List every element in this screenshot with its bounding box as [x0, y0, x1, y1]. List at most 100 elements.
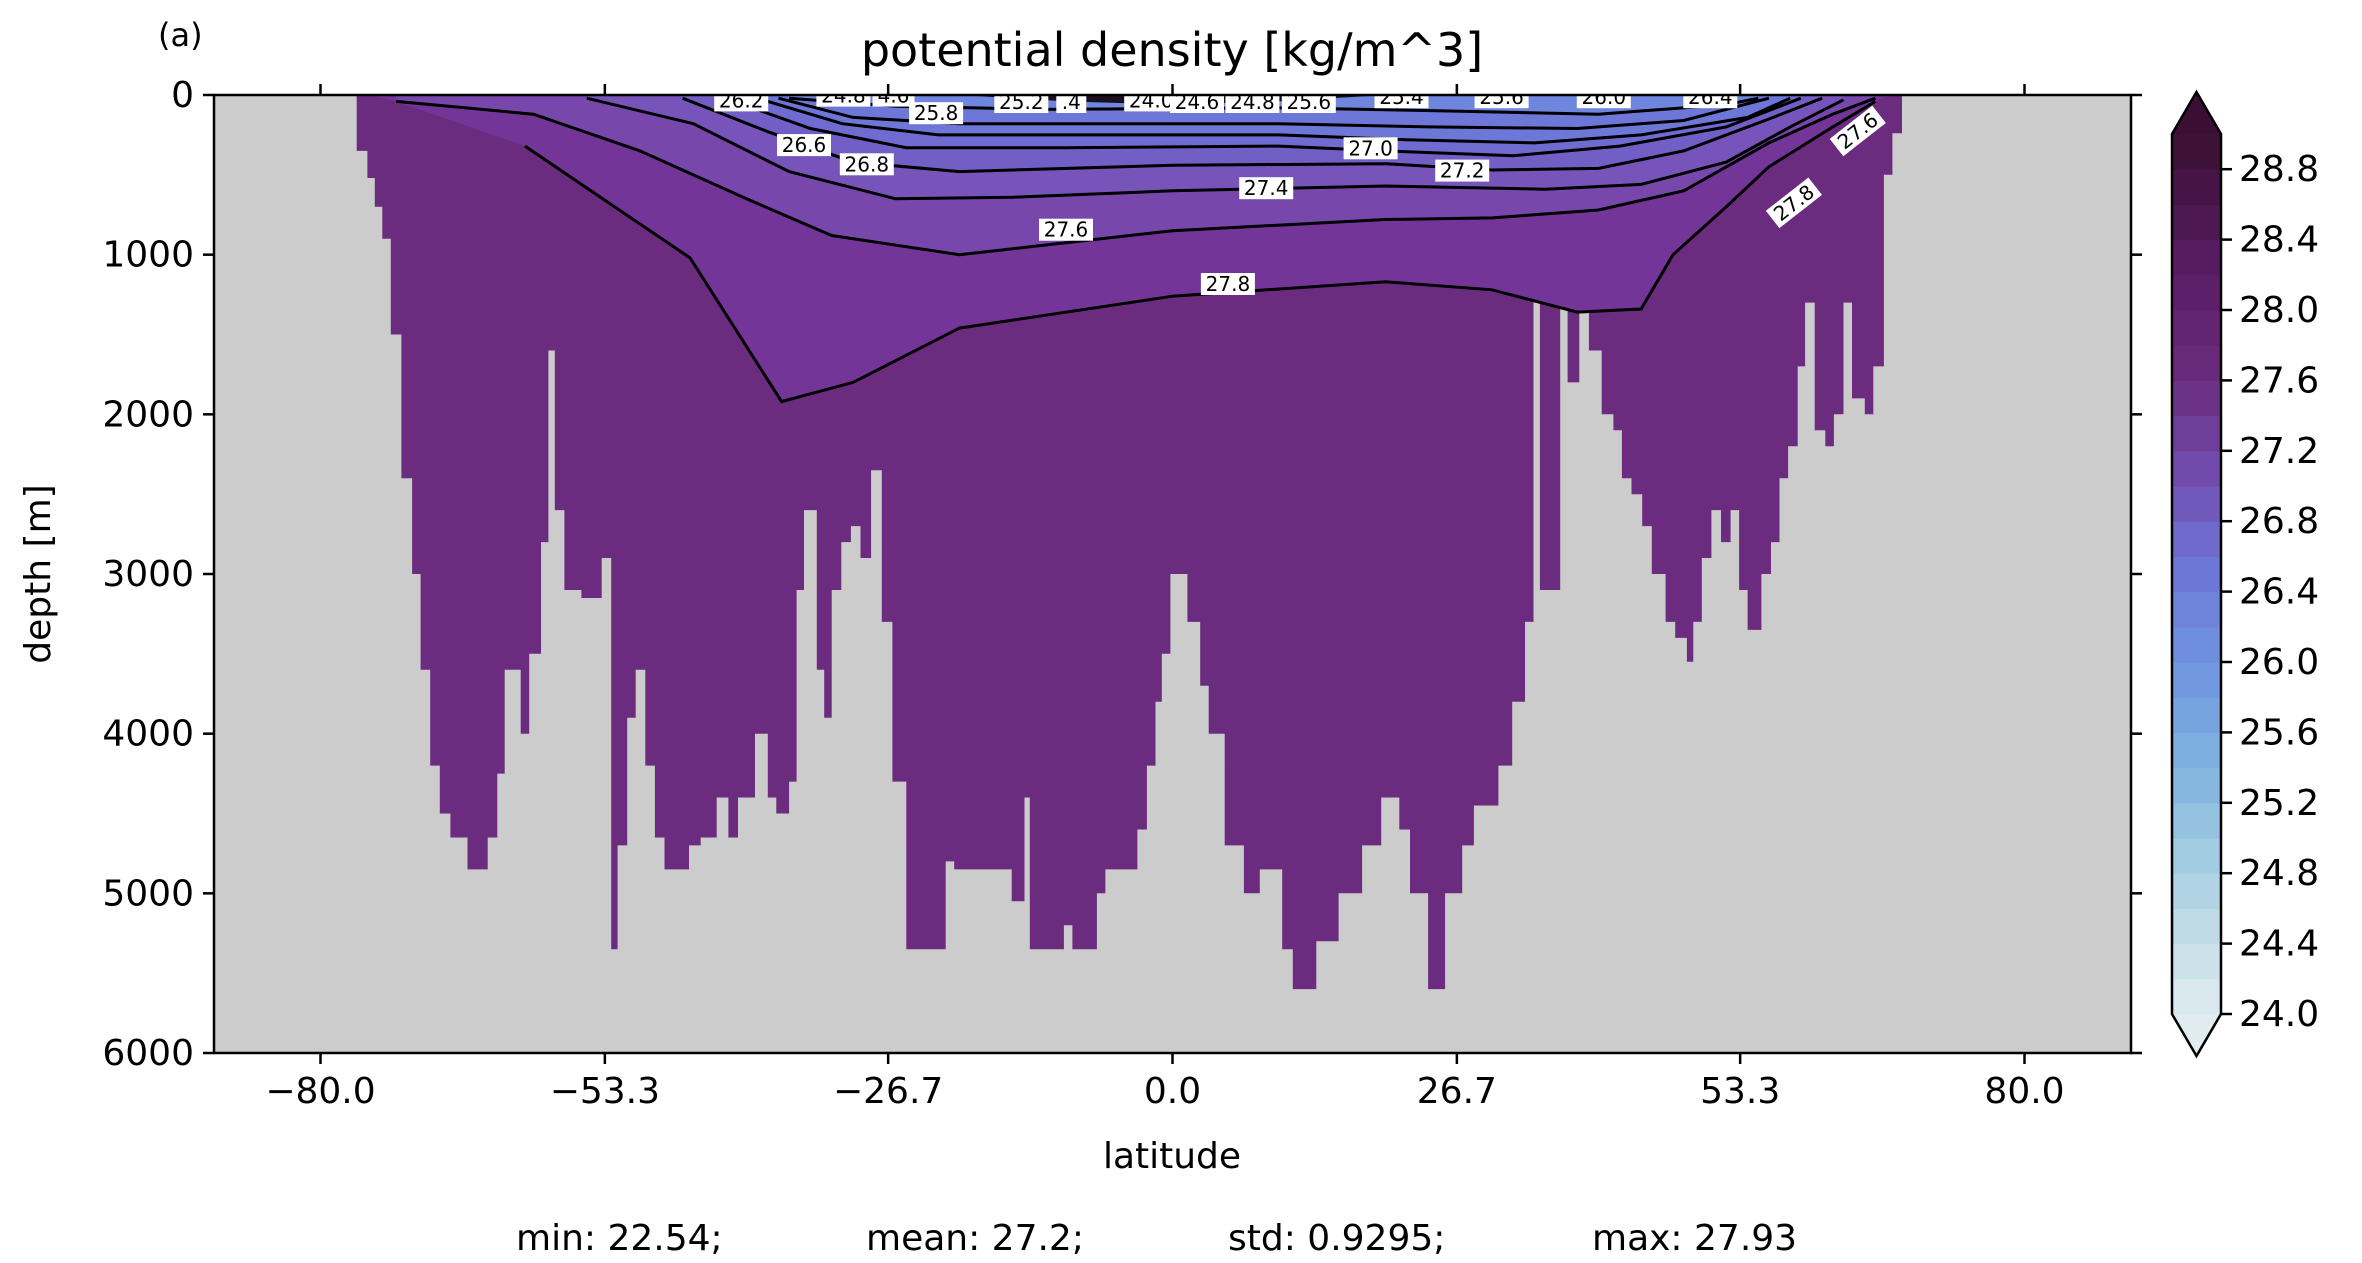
colorbar-band	[2172, 732, 2221, 769]
contour-label-text: 27.4	[1244, 176, 1289, 200]
colorbar-band	[2172, 239, 2221, 276]
contour-line-26.8	[756, 96, 1791, 145]
contour-line-27.0	[724, 96, 1802, 158]
contour-line-27.8	[524, 100, 1877, 404]
contour-label: .4	[1056, 90, 1087, 114]
colorbar-tick-label: 27.2	[2239, 431, 2319, 472]
colorbar-band	[2172, 697, 2221, 733]
x-axis-label: latitude	[1103, 1136, 1241, 1177]
y-tick-label: 3000	[102, 554, 194, 595]
colorbar-band	[2172, 978, 2221, 1015]
colorbar: 24.0 24.4 24.8 25.2 25.6 26.0 26.4 26.8 27.2 27.6…	[2170, 89, 2319, 1059]
contour-label-text: 27.2	[1440, 159, 1485, 183]
contour-label-text: 25.6	[1479, 85, 1524, 109]
panel-label: (a)	[158, 16, 203, 54]
contour-label-text: 25.6	[1287, 90, 1332, 114]
stat-max-value: 27.93	[1694, 1218, 1797, 1259]
colorbar-band	[2172, 415, 2221, 452]
colorbar-bands	[2172, 92, 2221, 1056]
contour-label: 24.8	[1225, 95, 1280, 114]
contour-label: 25.4	[1374, 85, 1429, 109]
colorbar-tick-label: 24.8	[2239, 853, 2319, 894]
colorbar-band	[2172, 662, 2221, 698]
contour-label-text: 26.8	[845, 152, 890, 176]
stat-std: std: 0.9295;	[1228, 1218, 1445, 1259]
colorbar-band	[2172, 486, 2221, 522]
x-tick-label: 26.7	[1417, 1071, 1497, 1112]
contour-label: 27.2	[1435, 159, 1490, 183]
x-tick-label: −80.0	[265, 1071, 375, 1112]
colorbar-band	[2172, 626, 2221, 663]
stat-mean: mean: 27.2;	[866, 1218, 1084, 1259]
colorbar-tick-label: 24.4	[2239, 924, 2319, 965]
colorbar-tick-label: 28.4	[2239, 220, 2319, 261]
colorbar-band	[2172, 380, 2221, 417]
contour-label-text: 26.6	[782, 133, 827, 157]
colorbar-band	[2172, 873, 2221, 909]
colorbar-band	[2172, 169, 2221, 205]
stat-max: max: 27.93	[1592, 1218, 1797, 1259]
x-tick-label: 0.0	[1144, 1071, 1201, 1112]
contour-label-text: 26.2	[719, 88, 764, 112]
colorbar-band	[2172, 345, 2221, 381]
colorbar-extend-bottom	[2172, 1014, 2221, 1056]
colorbar-band	[2172, 767, 2221, 804]
colorbar-band	[2172, 908, 2221, 945]
colorbar-tick-label: 28.0	[2239, 290, 2319, 331]
x-tick-label: 80.0	[1984, 1071, 2064, 1112]
x-tick-label: −53.3	[550, 1071, 660, 1112]
stat-std-value: 0.9295	[1307, 1218, 1433, 1259]
y-tick-label: 4000	[102, 714, 194, 755]
contour-label-text: 4.6	[878, 84, 910, 108]
colorbar-band	[2172, 521, 2221, 557]
contour-label: 27.6	[1039, 218, 1093, 242]
plot-area: 27.8 27.6 27.4 27.2 27.0 26.8 26.6 25.8 26.2 24.8…	[102, 75, 2142, 1112]
contour-label: 24.8	[816, 84, 871, 108]
x-axis-ticks: −80.0 −53.3 −26.7 0.0 26.7 53.3 80.0	[265, 84, 2065, 1112]
contour-label: 25.2	[994, 95, 1049, 114]
stat-mean-value: 27.2	[992, 1218, 1072, 1259]
contour-label-text: 27.8	[1206, 272, 1251, 296]
contour-label-text: 26.0	[1582, 85, 1627, 109]
colorbar-tick-label: 27.6	[2239, 360, 2319, 401]
y-tick-label: 0	[171, 75, 194, 116]
y-tick-label: 1000	[102, 235, 194, 276]
y-tick-label: 5000	[102, 873, 194, 914]
contour-label: 24.0	[1124, 88, 1179, 112]
contour-label: 26.2	[714, 88, 769, 112]
colorbar-tick-label: 26.0	[2239, 642, 2319, 683]
contour-label-text: 24.0	[1129, 88, 1174, 112]
contour-label-text: .4	[1062, 90, 1081, 114]
colorbar-band	[2172, 556, 2221, 593]
contour-label: 26.4	[1683, 95, 1738, 109]
colorbar-extend-top	[2172, 92, 2221, 134]
colorbar-band	[2172, 802, 2221, 839]
colorbar-ticks: 24.0 24.4 24.8 25.2 25.6 26.0 26.4 26.8 27.2 27.6…	[2221, 149, 2319, 1035]
contour-label: 26.0	[1576, 85, 1631, 109]
contour-label: 25.6	[1474, 85, 1529, 109]
colorbar-band	[2172, 134, 2221, 170]
colorbar-band	[2172, 943, 2221, 980]
colorbar-tick-label: 25.6	[2239, 712, 2319, 753]
chart-title: potential density [kg/m^3]	[861, 23, 1483, 77]
stat-min: min: 22.54;	[516, 1218, 723, 1259]
colorbar-tick-label: 24.0	[2239, 994, 2319, 1035]
contour-label: 26.6	[777, 133, 831, 157]
contour-label: 27.8	[1200, 272, 1255, 296]
colorbar-tick-label: 26.8	[2239, 501, 2319, 542]
contour-label: 4.6	[872, 84, 915, 108]
contour-line-27.6	[395, 96, 1876, 257]
y-axis-ticks: 0 1000 2000 3000 4000 5000 6000	[102, 75, 2142, 1074]
contour-label-text: 25.8	[914, 101, 959, 125]
contour-label-text: 25.4	[1379, 85, 1424, 109]
contour-label: 24.6	[1170, 95, 1224, 114]
colorbar-tick-label: 26.4	[2239, 572, 2319, 613]
contour-label: 25.8	[909, 101, 964, 125]
y-axis-label: depth [m]	[18, 484, 59, 663]
contour-label: 27.4	[1239, 176, 1294, 200]
colorbar-band	[2172, 274, 2221, 311]
colorbar-band	[2172, 450, 2221, 487]
contour-label-text: 24.8	[821, 84, 866, 108]
colorbar-band	[2172, 204, 2221, 241]
